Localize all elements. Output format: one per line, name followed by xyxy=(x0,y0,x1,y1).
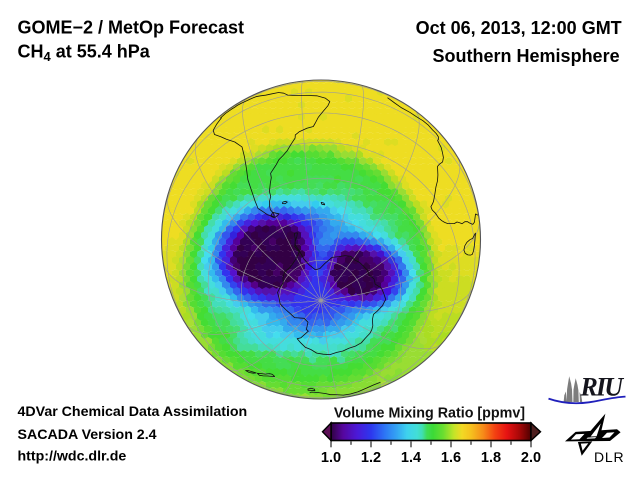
svg-text:SACADA Version 2.4: SACADA Version 2.4 xyxy=(18,427,157,443)
svg-text:GOME−2 / MetOp Forecast: GOME−2 / MetOp Forecast xyxy=(18,18,245,38)
svg-text:CH4 at 55.4 hPa: CH4 at 55.4 hPa xyxy=(18,42,151,65)
svg-text:1.2: 1.2 xyxy=(361,450,381,466)
svg-text:1.6: 1.6 xyxy=(441,450,461,466)
svg-text:1.0: 1.0 xyxy=(321,450,341,466)
svg-text:2.0: 2.0 xyxy=(521,450,541,466)
svg-text:1.8: 1.8 xyxy=(481,450,501,466)
svg-text:4DVar Chemical Data Assimilati: 4DVar Chemical Data Assimilation xyxy=(18,404,248,420)
svg-text:http://wdc.dlr.de: http://wdc.dlr.de xyxy=(18,449,127,465)
svg-text:Volume Mixing Ratio [ppmv]: Volume Mixing Ratio [ppmv] xyxy=(334,406,525,422)
svg-text:Southern Hemisphere: Southern Hemisphere xyxy=(433,46,620,66)
svg-text:Oct 06, 2013, 12:00 GMT: Oct 06, 2013, 12:00 GMT xyxy=(416,18,622,38)
svg-text:DLR: DLR xyxy=(594,449,624,465)
svg-text:1.4: 1.4 xyxy=(401,450,421,466)
